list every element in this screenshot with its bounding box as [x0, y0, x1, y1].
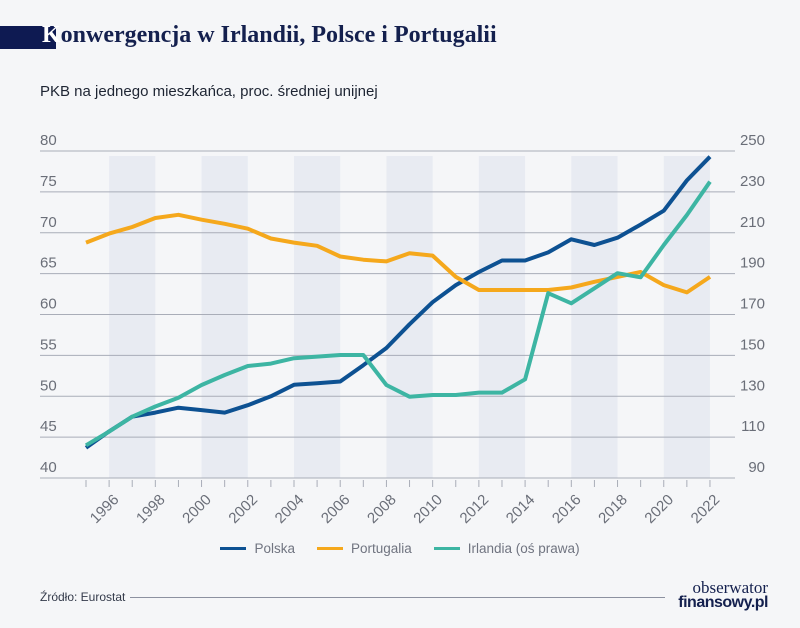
y-right-tick-label: 90: [748, 459, 765, 476]
y-right-tick-label: 110: [741, 418, 765, 435]
legend: Polska Portugalia Irlandia (oś prawa): [0, 541, 800, 556]
legend-swatch: [220, 547, 247, 550]
x-tick-label: 2022: [688, 491, 724, 527]
legend-label: Irlandia (oś prawa): [467, 541, 580, 556]
y-right-tick-label: 250: [740, 132, 765, 149]
y-left-tick-label: 60: [40, 296, 57, 313]
legend-item: Polska: [220, 541, 295, 556]
x-tick-label: 2002: [225, 491, 261, 527]
legend-item: Portugalia: [316, 541, 412, 556]
x-tick-label: 2014: [503, 491, 539, 527]
y-left-tick-label: 80: [40, 132, 57, 149]
y-right-tick-label: 130: [740, 377, 765, 394]
y-left-tick-label: 55: [40, 336, 57, 353]
series-line-irlandia: [84, 180, 712, 448]
y-left-tick-label: 50: [40, 377, 57, 394]
shaded-band: [571, 156, 618, 478]
y-left-tick-label: 65: [40, 255, 57, 272]
series-line-polska: [84, 155, 712, 450]
x-tick-label: 1996: [87, 491, 123, 527]
legend-label: Portugalia: [350, 541, 412, 556]
legend-swatch: [316, 547, 343, 550]
x-tick-label: 2008: [364, 491, 400, 527]
footer-divider: [130, 597, 665, 598]
y-left-tick-label: 75: [40, 173, 57, 190]
shaded-band: [663, 156, 710, 478]
shaded-band: [293, 156, 341, 478]
line-chart: 40 45 50 55 60 65 70 75 80 90 110 130 150 170 190 210 23…: [40, 132, 765, 527]
x-tick-label: 2006: [318, 491, 354, 527]
chart-subtitle: PKB na jednego mieszkańca, proc. średnie…: [40, 83, 378, 100]
x-tick-label: 1998: [133, 491, 169, 527]
y-right-tick-label: 170: [740, 296, 765, 313]
y-left-tick-label: 70: [40, 214, 57, 231]
logo: obserwator finansowy.pl: [668, 578, 768, 611]
shaded-band: [109, 156, 156, 478]
y-right-tick-label: 150: [740, 336, 765, 353]
x-tick-label: 2018: [595, 491, 631, 527]
y-right-tick-label: 190: [740, 255, 765, 272]
logo-line1: obserwator: [692, 578, 768, 597]
x-tick-label: 2000: [179, 491, 215, 527]
shaded-band: [386, 156, 433, 478]
x-tick-label: 2004: [272, 491, 308, 527]
y-left-tick-label: 45: [40, 418, 57, 435]
source-note: Źródło: Eurostat: [40, 590, 126, 604]
title-first-letter: K: [42, 22, 61, 48]
y-left-tick-label: 40: [40, 459, 57, 476]
y-right-tick-label: 210: [740, 214, 765, 231]
shaded-band: [478, 156, 526, 478]
logo-line2: finansowy.pl: [678, 594, 768, 611]
x-tick-label: 2012: [457, 491, 493, 527]
title-accent-bar: [0, 26, 56, 49]
x-tick-label: 2020: [641, 491, 677, 527]
x-tick-label: 2010: [410, 491, 446, 527]
shaded-band: [201, 156, 248, 478]
y-right-tick-label: 230: [740, 173, 765, 190]
legend-item: Irlandia (oś prawa): [433, 541, 580, 556]
chart-title: Konwergencja w Irlandii, Polsce i Portug…: [42, 22, 497, 49]
legend-swatch: [433, 547, 460, 550]
title-text: onwergencja w Irlandii, Polsce i Portuga…: [60, 22, 497, 48]
x-tick-label: 2016: [549, 491, 585, 527]
legend-label: Polska: [254, 541, 295, 556]
